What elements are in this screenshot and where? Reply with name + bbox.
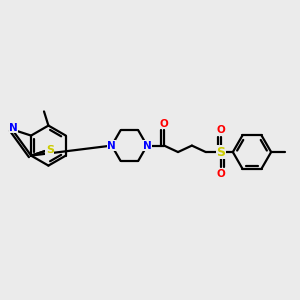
Text: N: N xyxy=(143,141,152,151)
Text: O: O xyxy=(217,125,225,135)
Text: O: O xyxy=(217,169,225,179)
Text: N: N xyxy=(9,123,18,133)
Text: S: S xyxy=(46,145,54,155)
Text: S: S xyxy=(217,146,226,159)
Text: N: N xyxy=(107,141,116,151)
Text: O: O xyxy=(160,119,169,129)
